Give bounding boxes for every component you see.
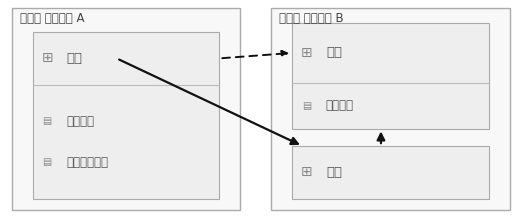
Text: ソース グループ A: ソース グループ A (19, 12, 84, 25)
Text: ▤: ▤ (42, 157, 52, 167)
Text: ▤: ▤ (42, 116, 52, 126)
Text: 日付: 日付 (326, 166, 342, 179)
Bar (32, 32, 219, 199)
Text: 売上: 売上 (326, 46, 342, 59)
Text: ▤: ▤ (302, 101, 311, 111)
Bar (292, 146, 490, 199)
Text: ソース グループ B: ソース グループ B (279, 12, 344, 25)
Text: 地域売上直接: 地域売上直接 (66, 156, 108, 169)
Bar (292, 23, 490, 129)
Text: 地域: 地域 (66, 52, 82, 65)
Text: ⊞: ⊞ (301, 46, 313, 60)
Text: 地域売上: 地域売上 (66, 115, 94, 128)
Bar (12, 8, 240, 210)
Text: 売上合計: 売上合計 (326, 99, 354, 112)
Text: ⊞: ⊞ (301, 165, 313, 179)
Bar (271, 8, 510, 210)
Text: ⊞: ⊞ (41, 51, 53, 65)
